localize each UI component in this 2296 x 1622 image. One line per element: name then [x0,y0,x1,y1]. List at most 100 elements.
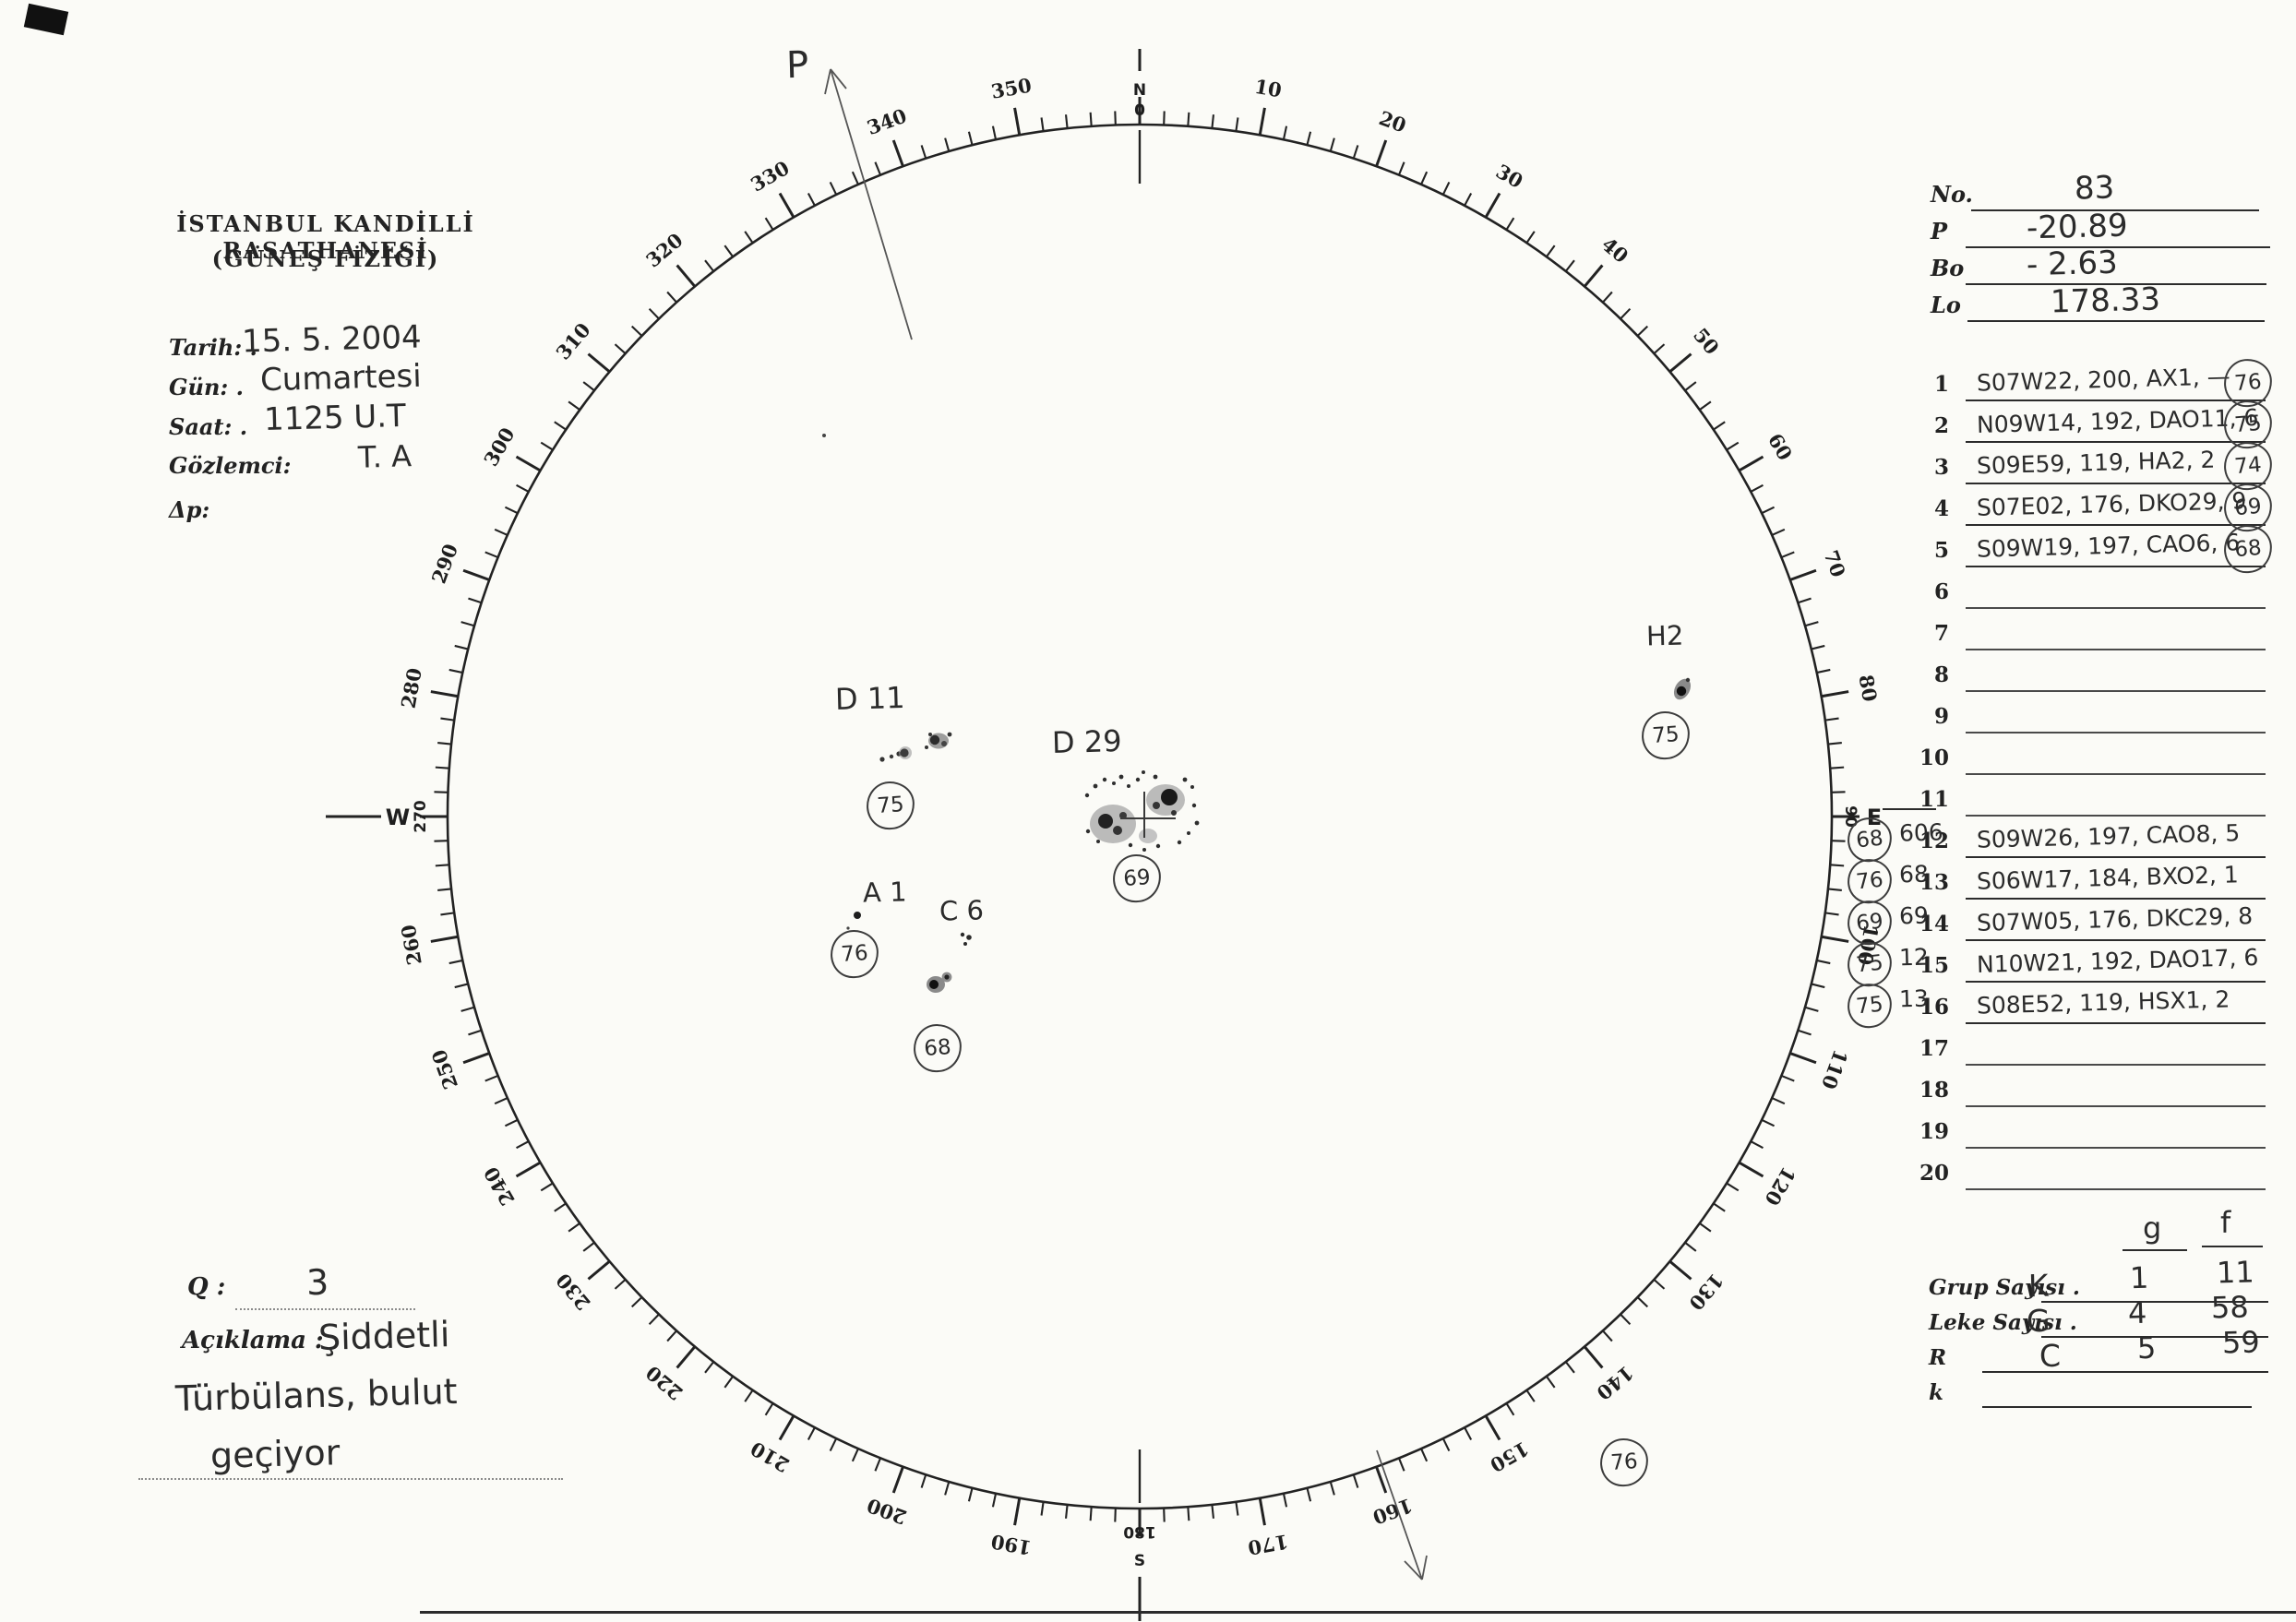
row-line-16 [1966,1022,2266,1024]
col-header-f-underline [2202,1246,2263,1247]
degree-label-20: 20 [1376,106,1409,137]
field-label-4: Δp: [169,496,210,523]
degree-label-40: 40 [1597,233,1632,268]
row-line-12 [1966,856,2266,858]
col-header-g: g [2143,1211,2162,1246]
row-line-14 [1966,939,2266,941]
q-label: Q : [187,1273,226,1301]
row-line-4 [1966,524,2266,526]
field-label-3: Gözlemci: [169,452,292,479]
group-label-h2: H2 [1645,619,1684,652]
summary-f-0: 11 [2216,1254,2255,1291]
row-left-note-15: 12 [1898,943,1930,972]
row-number-18: 18 [1919,1078,1949,1103]
row-number-7: 7 [1933,621,1949,646]
degree-label-320: 320 [641,228,688,271]
no-value: 83 [2074,169,2115,208]
row-number-14: 14 [1919,912,1949,936]
p-label: P [1931,218,1948,244]
degree-label-10: 10 [1253,75,1284,102]
row-number-1: 1 [1933,372,1949,397]
summary-line-1 [2041,1336,2268,1338]
row-line-9 [1966,732,2266,733]
degree-label-130: 130 [1684,1269,1728,1315]
ruled-line-lo [1967,320,2265,322]
degree-label-140: 140 [1592,1361,1638,1404]
row-line-8 [1966,690,2266,692]
svg-text:0: 0 [1134,101,1145,120]
svg-text:S: S [1134,1552,1145,1570]
summary-f-1: 58 [2210,1289,2250,1326]
row-number-9: 9 [1933,704,1949,729]
degree-label-150: 150 [1487,1437,1533,1477]
row-line-7 [1966,649,2266,650]
summary-label-2: R [1929,1345,1947,1370]
cardinal-markers: N0 180 S 90 E W 270 [326,49,1882,1621]
row-number-3: 3 [1933,455,1949,480]
aciklama-label: Açıklama : [182,1327,324,1354]
row-line-11 [1966,815,2266,817]
degree-label-210: 210 [747,1437,793,1477]
summary-g-0: 1 [2129,1259,2149,1296]
hand-drawn-arrows [824,68,1428,1580]
degree-label-60: 60 [1764,429,1797,464]
row-line-17 [1966,1064,2266,1066]
svg-text:W: W [386,805,410,830]
field-label-2: Saat: . [169,413,248,440]
row-number-13: 13 [1919,870,1949,895]
degree-label-350: 350 [989,74,1034,103]
row-line-2 [1966,441,2266,443]
row-number-8: 8 [1933,662,1949,687]
aciklama-line2: Türbülans, bulut [174,1371,459,1419]
degree-label-280: 280 [397,666,426,710]
summary-letter-2: C [2039,1337,2062,1375]
svg-text:180: 180 [1123,1522,1156,1541]
degree-label-200: 200 [864,1494,910,1529]
row-number-15: 15 [1919,953,1949,978]
degree-label-260: 260 [397,923,426,967]
degree-label-80: 80 [1854,673,1882,703]
sunspot-group-c6 [927,932,972,993]
group-label-a1: A 1 [862,876,907,909]
row-line-10 [1966,773,2266,775]
summary-label-3: k [1929,1380,1943,1405]
summary-g-1: 4 [2127,1294,2147,1331]
summary-f-2: 59 [2221,1324,2261,1361]
p-axis-label: P [785,43,809,88]
degree-label-340: 340 [864,104,910,139]
degree-label-70: 70 [1819,547,1849,580]
degree-label-230: 230 [551,1269,594,1315]
degree-label-110: 110 [1817,1046,1852,1092]
svg-text:N: N [1133,81,1146,100]
row-left-note-14: 69 [1898,901,1930,930]
row-line-3 [1966,483,2266,484]
row-number-2: 2 [1933,413,1949,438]
degree-label-50: 50 [1689,324,1724,359]
sunspot-drawings [822,434,1692,993]
observatory-title: İSTANBUL KANDİLLİ RASATHANESİ [176,210,475,264]
group-label-d11: D 11 [834,680,906,717]
row-number-6: 6 [1933,579,1949,604]
col-header-g-underline [2123,1249,2187,1251]
speck [822,434,826,437]
row-line-13 [1966,898,2266,900]
degree-label-120: 120 [1760,1163,1800,1210]
row-left-note-16: 13 [1898,984,1930,1013]
field-value-1: Cumartesi [259,357,423,400]
ruled-line-p [1966,246,2270,248]
row-number-11: 11 [1919,787,1949,812]
observatory-subtitle: (GÜNEŞ FİZİĞİ) [211,245,440,272]
p-direction-arrow [824,68,913,340]
row-number-19: 19 [1919,1119,1949,1144]
q-value: 3 [305,1261,329,1304]
svg-text:270: 270 [412,800,430,833]
south-direction-arrow [1376,1449,1428,1580]
group-label-d29: D 29 [1051,723,1123,760]
field-value-0: 15. 5. 2004 [241,318,423,361]
degree-label-30: 30 [1492,160,1527,193]
sunspot-group-d11 [879,732,952,762]
svg-text:90: 90 [1841,805,1860,828]
row-number-12: 12 [1919,829,1949,853]
degree-label-160: 160 [1369,1494,1416,1529]
